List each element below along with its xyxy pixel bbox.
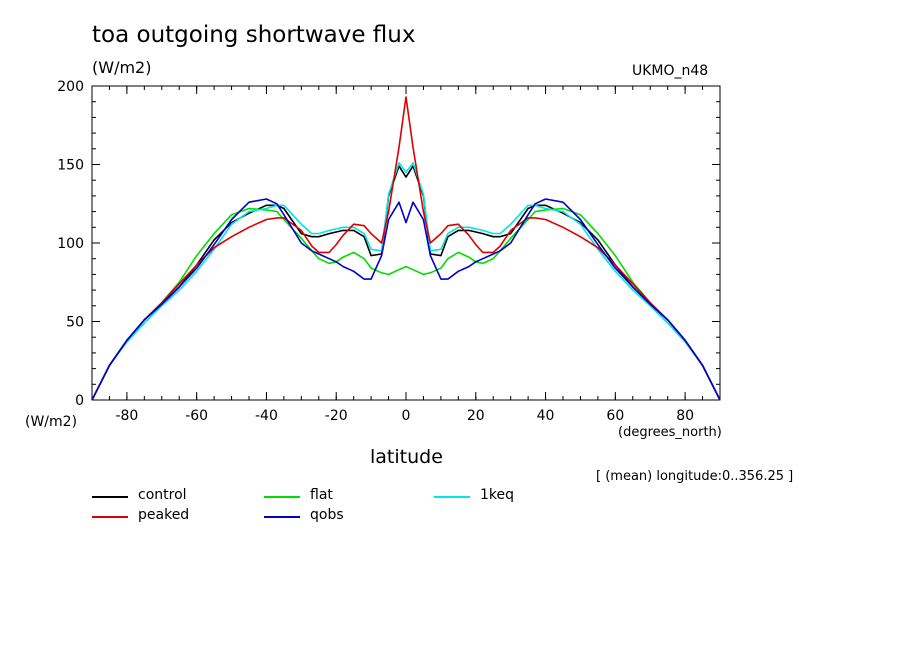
x-tick-label: -20 xyxy=(325,408,348,424)
legend-label: 1keq xyxy=(480,487,515,503)
averaging-note: [ (mean) longitude:0..356.25 ] xyxy=(596,469,794,484)
chart-title: toa outgoing shortwave flux xyxy=(92,22,416,48)
legend-swatch xyxy=(264,496,300,498)
x-tick-label: 80 xyxy=(676,408,694,424)
y-tick-label: 0 xyxy=(75,393,84,409)
chart-units: (W/m2) xyxy=(92,58,152,77)
y-tick-label: 50 xyxy=(66,315,84,331)
series-line-flat xyxy=(91,207,721,401)
y-tick-label: 200 xyxy=(57,79,84,95)
legend-label: qobs xyxy=(310,507,344,523)
legend-label: control xyxy=(138,487,187,503)
x-tick-label: 60 xyxy=(606,408,624,424)
legend-swatch xyxy=(434,496,470,498)
x-axis-units: (degrees_north) xyxy=(618,425,722,440)
model-name: UKMO_n48 xyxy=(632,63,709,79)
legend-swatch xyxy=(92,516,128,518)
legend-swatch xyxy=(264,516,300,518)
series-line-1keq xyxy=(91,162,721,401)
series-line-peaked xyxy=(91,96,721,401)
legend-label: peaked xyxy=(138,507,190,523)
legend-swatch xyxy=(92,496,128,498)
x-tick-label: 0 xyxy=(402,408,411,424)
x-tick-label: -40 xyxy=(255,408,278,424)
y-tick-label: 150 xyxy=(57,158,84,174)
x-tick-label: -60 xyxy=(185,408,208,424)
x-axis-label: latitude xyxy=(370,446,443,468)
x-tick-label: -80 xyxy=(115,408,138,424)
y-tick-label: 100 xyxy=(57,236,84,252)
x-tick-label: 40 xyxy=(537,408,555,424)
x-tick-label: 20 xyxy=(467,408,485,424)
series-line-qobs xyxy=(91,198,721,401)
y-axis-units: (W/m2) xyxy=(25,414,78,430)
legend-label: flat xyxy=(310,487,333,503)
plot-frame xyxy=(91,85,721,401)
